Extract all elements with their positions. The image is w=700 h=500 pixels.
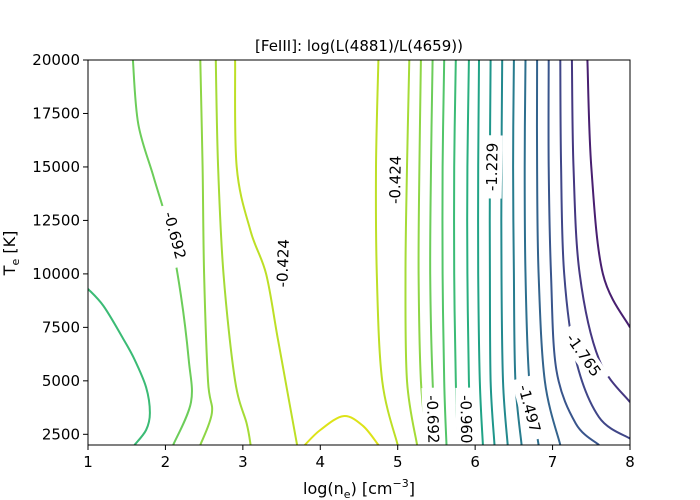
contour-line-15 (500, 60, 509, 445)
contour-label-text-1: -0.424 (273, 239, 293, 288)
contour-line-1 (234, 60, 299, 445)
contour-label-text-3: -1.229 (483, 143, 502, 192)
contour-label-0: -0.692 (156, 202, 193, 269)
x-tick-label-0: 1 (83, 453, 93, 471)
y-tick-label-4: 12500 (32, 211, 80, 229)
y-tick-label-5: 15000 (32, 158, 80, 176)
contour-label-1: -0.424 (272, 231, 295, 296)
contour-line-10 (88, 288, 151, 445)
contour-line-14 (488, 60, 496, 445)
contour-label-gap-5 (455, 387, 477, 452)
contour-line-8 (429, 60, 438, 445)
x-tick-label-2: 3 (238, 453, 248, 471)
x-tick-label-5: 6 (470, 453, 480, 471)
x-axis-title-sup: −3 (393, 477, 409, 490)
y-tick-label-2: 7500 (42, 318, 80, 336)
contour-line-22 (586, 60, 630, 328)
y-axis-title: Te [K] (0, 231, 22, 277)
y-axis-title-sub: e (9, 259, 22, 266)
contour-line-3 (214, 60, 252, 445)
contour-line-13 (477, 60, 484, 445)
x-axis-title-tail: ) [cm (351, 479, 393, 498)
contour-label-3: -1.229 (481, 135, 503, 199)
contour-line-2 (374, 60, 399, 445)
plot-frame (87, 59, 631, 446)
x-tick-label-7: 8 (625, 453, 635, 471)
contour-line-5 (199, 60, 214, 445)
contour-label-gap-7 (557, 323, 610, 387)
contour-line-11 (453, 60, 460, 445)
y-tick-label-7: 20000 (32, 51, 80, 69)
contour-label-text-5: -0.960 (456, 395, 475, 444)
contour-line-18 (535, 60, 562, 445)
x-axis-title: log(ne) [cm−3] (303, 477, 415, 500)
x-tick-label-6: 7 (548, 453, 558, 471)
contour-line-12 (466, 60, 473, 445)
contour-label-4: -0.692 (421, 387, 444, 452)
x-axis-title-end: ] (409, 479, 415, 498)
contour-line-19 (547, 60, 600, 445)
y-axis-title-main: T (0, 265, 19, 276)
y-tick-label-6: 17500 (32, 104, 80, 122)
contour-line-4 (404, 60, 419, 445)
y-tick-label-0: 2500 (42, 425, 80, 443)
chart-title: [FeIII]: log(L(4881)/L(4659)) (255, 37, 463, 55)
x-axis: 1 2 3 4 5 6 7 8 (83, 445, 635, 471)
contour-label-text-4: -0.692 (423, 395, 443, 444)
contour-line-20 (559, 60, 630, 440)
contour-line-9 (441, 60, 448, 445)
x-tick-label-4: 5 (393, 453, 403, 471)
y-axis: 2500 5000 7500 10000 12500 15000 17500 20000 (32, 51, 88, 443)
contour-label-5: -0.960 (455, 387, 477, 452)
y-tick-label-3: 10000 (32, 265, 80, 283)
contour-label-gap-3 (481, 135, 503, 199)
contour-label-gap-1 (272, 231, 295, 296)
x-tick-label-3: 4 (316, 453, 326, 471)
contour-line-0 (304, 415, 380, 445)
y-axis-title-tail: [K] (0, 231, 19, 259)
contour-label-text-2: -0.424 (386, 155, 405, 204)
x-axis-title-main: log(n (303, 479, 344, 498)
x-tick-label-1: 2 (161, 453, 171, 471)
y-tick-label-1: 5000 (42, 372, 80, 390)
contour-label-7: -1.765 (557, 323, 610, 387)
contour-label-gap-2 (384, 148, 406, 212)
contour-label-2: -0.424 (384, 148, 406, 212)
x-axis-title-sub: e (344, 488, 351, 500)
contour-label-text-0: -0.692 (160, 210, 190, 261)
contour-label-gap-4 (421, 387, 444, 452)
contour-label-gap-0 (156, 202, 193, 269)
contour-line-6 (417, 60, 429, 445)
contour-label-gap-6 (511, 375, 548, 442)
